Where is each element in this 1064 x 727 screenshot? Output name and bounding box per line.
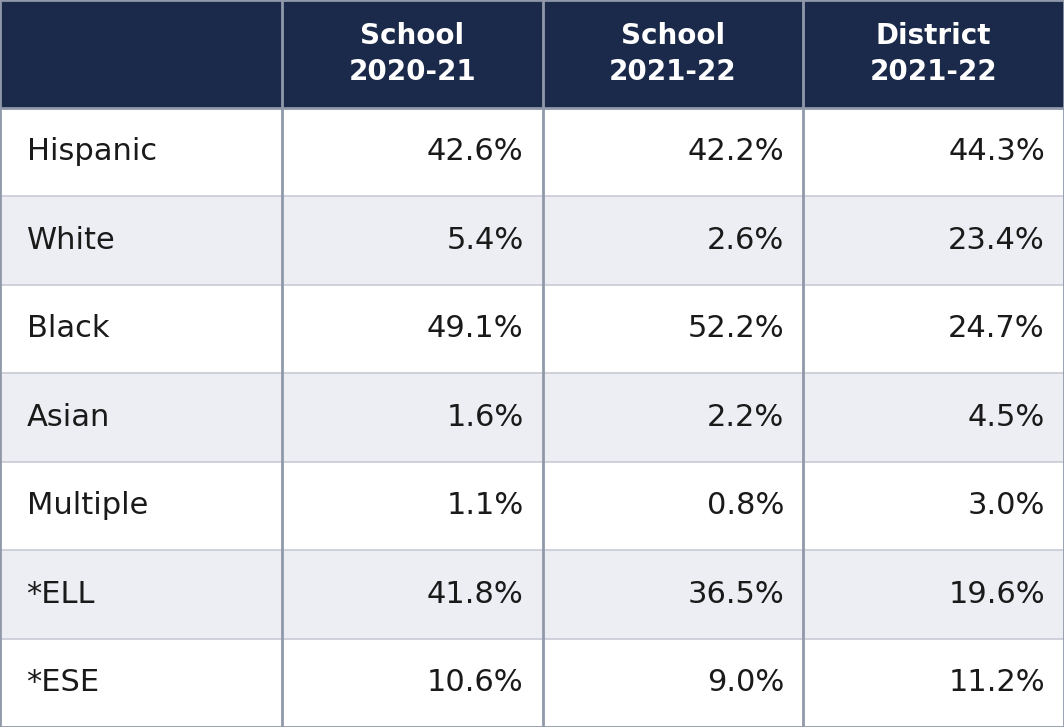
Bar	[282, 638, 543, 727]
Text: *ELL: *ELL	[27, 579, 95, 608]
Text: School
2021-22: School 2021-22	[610, 22, 736, 86]
Bar	[0, 373, 282, 462]
Bar	[282, 196, 543, 284]
Text: 5.4%: 5.4%	[446, 226, 523, 255]
Text: 4.5%: 4.5%	[967, 403, 1045, 432]
Bar	[282, 284, 543, 373]
Bar	[803, 108, 1064, 196]
Text: 23.4%: 23.4%	[948, 226, 1045, 255]
Text: 9.0%: 9.0%	[706, 668, 784, 697]
Text: School
2020-21: School 2020-21	[349, 22, 476, 86]
Text: 11.2%: 11.2%	[948, 668, 1045, 697]
Bar	[803, 284, 1064, 373]
Bar	[543, 373, 803, 462]
Text: 1.6%: 1.6%	[446, 403, 523, 432]
Text: 44.3%: 44.3%	[948, 137, 1045, 166]
Bar	[803, 0, 1064, 108]
Text: 10.6%: 10.6%	[427, 668, 523, 697]
Text: 41.8%: 41.8%	[427, 579, 523, 608]
Text: 19.6%: 19.6%	[948, 579, 1045, 608]
Bar	[543, 462, 803, 550]
Text: 24.7%: 24.7%	[948, 314, 1045, 343]
Bar	[282, 373, 543, 462]
Bar	[282, 108, 543, 196]
Text: White: White	[27, 226, 115, 255]
Text: Multiple: Multiple	[27, 491, 148, 521]
Bar	[0, 462, 282, 550]
Bar	[282, 550, 543, 638]
Bar	[543, 0, 803, 108]
Bar	[0, 284, 282, 373]
Bar	[803, 373, 1064, 462]
Bar	[543, 550, 803, 638]
Text: 2.6%: 2.6%	[706, 226, 784, 255]
Text: 42.2%: 42.2%	[687, 137, 784, 166]
Bar	[803, 196, 1064, 284]
Text: Asian: Asian	[27, 403, 110, 432]
Bar	[543, 284, 803, 373]
Bar	[803, 462, 1064, 550]
Bar	[0, 196, 282, 284]
Bar	[803, 550, 1064, 638]
Text: Black: Black	[27, 314, 110, 343]
Text: 3.0%: 3.0%	[967, 491, 1045, 521]
Text: 42.6%: 42.6%	[427, 137, 523, 166]
Bar	[543, 638, 803, 727]
Text: Hispanic: Hispanic	[27, 137, 156, 166]
Text: 0.8%: 0.8%	[706, 491, 784, 521]
Text: District
2021-22: District 2021-22	[870, 22, 997, 86]
Bar	[0, 108, 282, 196]
Text: 36.5%: 36.5%	[687, 579, 784, 608]
Text: *ESE: *ESE	[27, 668, 100, 697]
Bar	[0, 0, 282, 108]
Bar	[282, 0, 543, 108]
Bar	[543, 196, 803, 284]
Bar	[803, 638, 1064, 727]
Text: 2.2%: 2.2%	[706, 403, 784, 432]
Text: 49.1%: 49.1%	[427, 314, 523, 343]
Bar	[0, 638, 282, 727]
Bar	[282, 462, 543, 550]
Text: 1.1%: 1.1%	[446, 491, 523, 521]
Bar	[543, 108, 803, 196]
Bar	[0, 550, 282, 638]
Text: 52.2%: 52.2%	[687, 314, 784, 343]
